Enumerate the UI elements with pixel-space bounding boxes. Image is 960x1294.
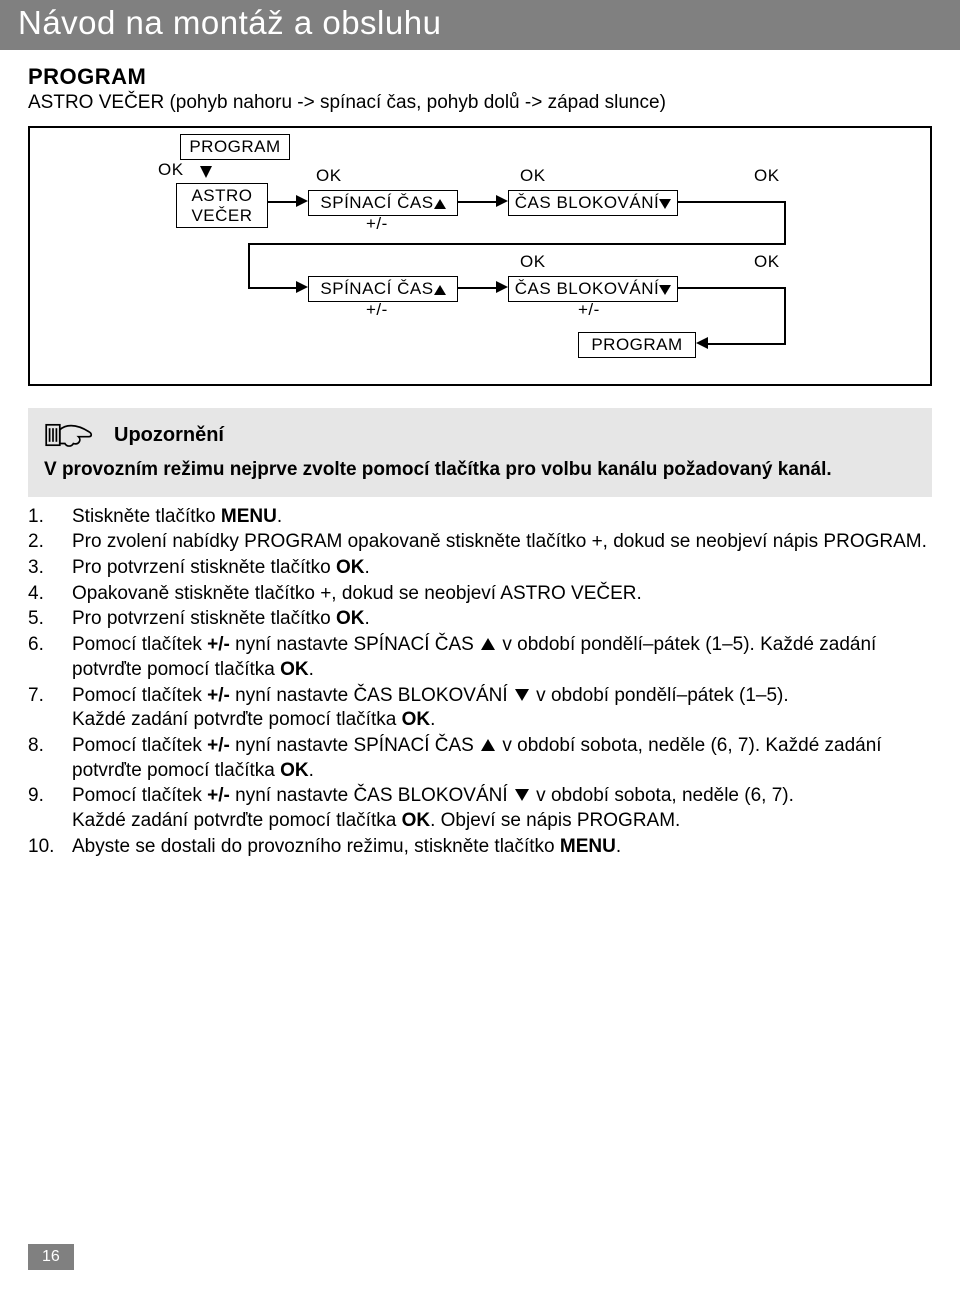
label-plusminus: +/- [578, 300, 600, 320]
notice-body: V provozním režimu nejprve zvolte pomocí… [44, 458, 916, 483]
step-8: 8. Pomocí tlačítek +/- nyní nastavte SPÍ… [28, 734, 932, 783]
step-7: 7. Pomocí tlačítek +/- nyní nastavte ČAS… [28, 684, 932, 733]
section-title: PROGRAM [28, 64, 932, 90]
triangle-down-icon [515, 689, 529, 701]
steps-list: 1. Stiskněte tlačítko MENU. 2. Pro zvole… [28, 505, 932, 860]
label-ok: OK [158, 160, 184, 180]
label-ok: OK [316, 166, 342, 186]
step-5: 5. Pro potvrzení stiskněte tlačítko OK. [28, 607, 932, 632]
label-ok: OK [520, 166, 546, 186]
section-subtitle: ASTRO VEČER (pohyb nahoru -> spínací čas… [28, 92, 932, 114]
triangle-up-icon [481, 739, 495, 751]
triangle-down-icon [515, 789, 529, 801]
notice-box: Upozornění V provozním režimu nejprve zv… [28, 408, 932, 497]
box-cas-blokovani-2: ČAS BLOKOVÁNÍ [508, 276, 678, 302]
label-plusminus: +/- [366, 214, 388, 234]
step-10: 10. Abyste se dostali do provozního reži… [28, 835, 932, 860]
box-cas-blokovani-1: ČAS BLOKOVÁNÍ [508, 190, 678, 216]
notice-title: Upozornění [114, 424, 224, 447]
arrow-right-icon [496, 281, 508, 293]
step-6: 6. Pomocí tlačítek +/- nyní nastavte SPÍ… [28, 633, 932, 682]
arrow-left-icon [696, 337, 708, 349]
box-spinaci-cas-2: SPÍNACÍ ČAS [308, 276, 458, 302]
box-spinaci-cas-1: SPÍNACÍ ČAS [308, 190, 458, 216]
box-program-bottom: PROGRAM [578, 332, 696, 358]
page-number-badge: 16 [28, 1244, 74, 1270]
label-plusminus: +/- [366, 300, 388, 320]
triangle-up-icon [481, 638, 495, 650]
arrow-down-icon [200, 166, 212, 178]
step-1: 1. Stiskněte tlačítko MENU. [28, 505, 932, 530]
page-header: Návod na montáž a obsluhu [0, 0, 960, 50]
label-ok: OK [754, 252, 780, 272]
pointing-hand-icon [44, 418, 96, 452]
box-program-top: PROGRAM [180, 134, 290, 160]
arrow-right-icon [296, 195, 308, 207]
label-ok: OK [754, 166, 780, 186]
step-3: 3. Pro potvrzení stiskněte tlačítko OK. [28, 556, 932, 581]
arrow-right-icon [296, 281, 308, 293]
step-9: 9. Pomocí tlačítek +/- nyní nastavte ČAS… [28, 784, 932, 833]
header-title: Návod na montáž a obsluhu [18, 4, 441, 41]
box-astro-vecer: ASTRO VEČER [176, 183, 268, 228]
flow-diagram: PROGRAM OK ASTRO VEČER OK OK OK SPÍNACÍ … [28, 126, 932, 386]
step-4: 4. Opakovaně stiskněte tlačítko +, dokud… [28, 582, 932, 607]
arrow-right-icon [496, 195, 508, 207]
label-ok: OK [520, 252, 546, 272]
step-2: 2. Pro zvolení nabídky PROGRAM opakovaně… [28, 530, 932, 555]
